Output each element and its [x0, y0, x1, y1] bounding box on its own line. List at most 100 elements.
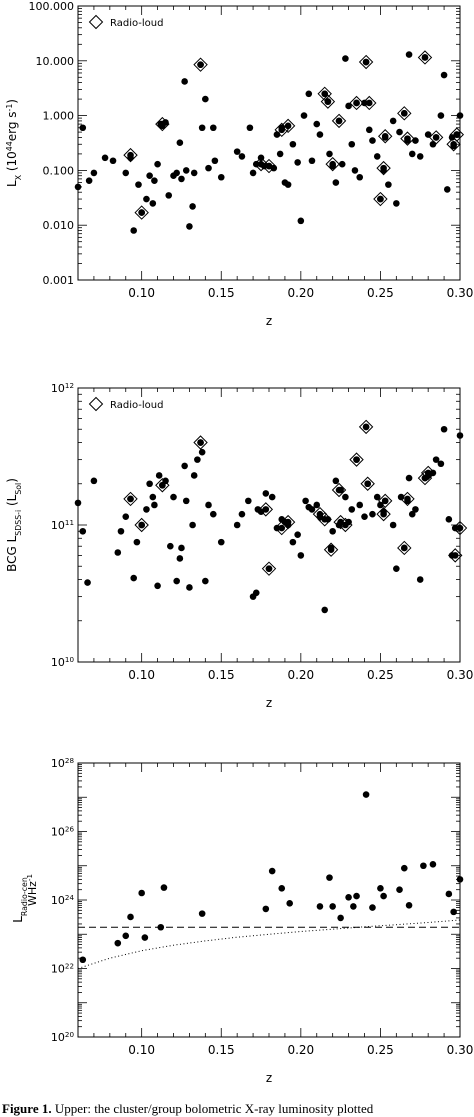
x-tick-label: 0.30 [447, 668, 474, 682]
radio-loud-marker [373, 191, 388, 207]
data-point [130, 227, 138, 234]
y-axis-unit-label: WHz-1 [25, 874, 40, 906]
radio-loud-marker [377, 129, 393, 144]
x-tick-label: 0.20 [287, 286, 314, 300]
data-point [284, 122, 292, 130]
y-tick-label: 1026 [51, 824, 75, 839]
radio-loud-marker [123, 147, 138, 163]
data-point [294, 159, 301, 166]
x-axis-label: z [266, 696, 272, 710]
data-point [362, 423, 370, 431]
data-point [114, 549, 122, 556]
data-point [127, 495, 134, 503]
data-point [302, 497, 309, 505]
data-point [361, 99, 368, 107]
data-point [268, 867, 276, 875]
data-point [273, 524, 281, 532]
data-point [151, 501, 158, 509]
data-point [176, 139, 184, 147]
data-point [74, 183, 82, 191]
data-point [278, 126, 286, 134]
data-point [437, 112, 445, 119]
data-point [324, 98, 332, 105]
data-point [408, 150, 416, 158]
data-point [385, 181, 392, 188]
data-point [79, 956, 87, 964]
radio-loud-marker [317, 86, 332, 101]
data-point [329, 527, 336, 535]
data-point [138, 209, 145, 216]
data-point [393, 200, 400, 207]
data-point [389, 117, 397, 125]
radio-loud-marker [376, 506, 391, 522]
radio-loud-marker [193, 435, 208, 450]
data-point [186, 584, 193, 591]
data-point [265, 565, 273, 572]
data-point [85, 177, 93, 184]
data-point [381, 132, 389, 140]
data-point [84, 579, 91, 586]
data-point [138, 889, 145, 897]
data-point [456, 876, 464, 883]
x-tick-label: 0.15 [208, 1043, 235, 1057]
data-point [429, 469, 437, 477]
data-point [149, 200, 157, 207]
data-point [190, 169, 198, 177]
data-point [130, 574, 138, 582]
data-point [109, 157, 117, 165]
radio-loud-marker [417, 50, 433, 65]
data-point [238, 510, 246, 518]
data-point [176, 555, 184, 562]
data-point [369, 137, 376, 144]
data-point [154, 160, 161, 168]
y-tick-label: 1028 [51, 756, 75, 771]
data-point [284, 518, 292, 526]
data-point [151, 177, 158, 184]
data-point [420, 862, 427, 870]
data-point [353, 892, 360, 900]
data-point [353, 456, 360, 463]
data-point [90, 477, 98, 485]
data-point [238, 153, 246, 160]
data-point [432, 134, 440, 141]
data-point [396, 128, 403, 136]
data-point [79, 124, 87, 132]
data-point [198, 910, 206, 917]
data-point [321, 90, 329, 98]
data-point [327, 546, 335, 554]
radio-loud-marker [134, 517, 149, 533]
data-point [284, 181, 292, 188]
radio-loud-marker [331, 482, 347, 498]
caption-label: Figure 1. [2, 1101, 52, 1116]
radio-loud-marker [449, 127, 465, 142]
radio-loud-marker [134, 205, 149, 220]
data-point [146, 172, 153, 180]
data-point [424, 131, 432, 138]
data-point [182, 497, 190, 505]
data-point [316, 131, 324, 138]
data-point [74, 499, 82, 507]
data-point [198, 448, 206, 456]
x-tick-label: 0.30 [447, 286, 474, 300]
data-point [400, 110, 408, 117]
data-point [424, 469, 432, 477]
data-point [165, 192, 173, 199]
data-point [286, 900, 293, 907]
data-point [276, 150, 284, 158]
data-point [400, 544, 408, 552]
data-point [456, 524, 464, 532]
data-point [353, 99, 360, 107]
radio-loud-marker [428, 130, 444, 145]
data-point [356, 501, 364, 509]
radio-loud-marker [377, 493, 393, 509]
data-point [202, 95, 209, 103]
data-point [143, 195, 150, 203]
data-point [294, 531, 301, 538]
data-point [416, 153, 424, 160]
radio-loud-marker [253, 156, 269, 172]
radio-loud-marker [331, 113, 347, 129]
data-point [416, 576, 424, 583]
radio-loud-marker [397, 106, 412, 121]
radio-loud-marker [123, 491, 138, 507]
data-point [313, 120, 321, 128]
